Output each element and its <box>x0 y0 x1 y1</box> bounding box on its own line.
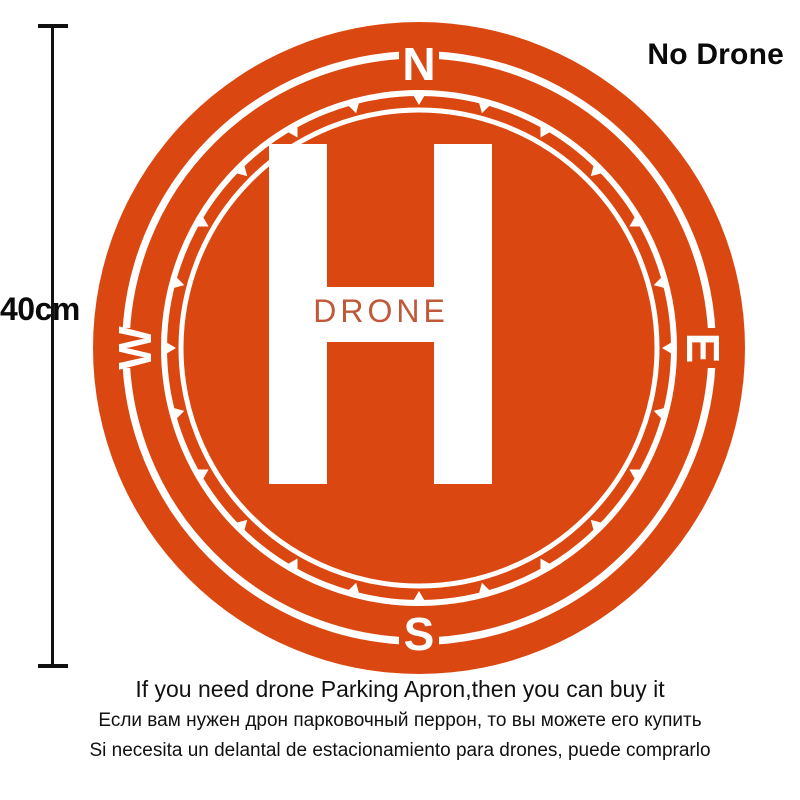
compass-label-south: S <box>404 608 435 660</box>
ring-tick-marker <box>653 275 668 289</box>
dimension-label: 40cm <box>0 291 80 327</box>
ring-tick-marker <box>346 582 360 597</box>
ring-tick-marker <box>233 162 248 177</box>
caption-russian: Если вам нужен дрон парковочный перрон, … <box>98 710 702 731</box>
ring-tick-marker <box>540 558 553 573</box>
ring-tick-marker <box>412 93 426 105</box>
inner-ring-inner-line <box>178 107 660 589</box>
landing-pad-svg: N S W E DRONE <box>93 22 745 674</box>
pad-sublabel-drone: DRONE <box>313 293 449 329</box>
ring-tick-marker <box>194 214 209 227</box>
ring-tick-marker <box>540 123 553 138</box>
caption-spanish: Si necesita un delantal de estacionamien… <box>89 740 711 761</box>
dimension-line <box>51 25 54 668</box>
compass-label-east: E <box>677 333 729 364</box>
ring-tick-marker <box>194 469 209 482</box>
ring-tick-marker <box>285 123 298 138</box>
drone-landing-pad-graphic: N S W E DRONE <box>93 22 745 674</box>
caption-block: If you need drone Parking Apron,then you… <box>0 672 800 766</box>
compass-label-north: N <box>402 38 435 90</box>
pad-disc <box>93 22 745 674</box>
ring-tick-marker <box>170 275 185 289</box>
ring-tick-marker <box>346 99 360 114</box>
ring-tick-marker <box>412 591 426 603</box>
caption-english: If you need drone Parking Apron,then you… <box>135 676 665 702</box>
ring-tick-markers <box>164 93 674 603</box>
ring-tick-marker <box>233 519 248 534</box>
ring-tick-marker <box>590 519 605 534</box>
ring-tick-marker <box>170 407 185 421</box>
ring-tick-marker <box>662 341 674 355</box>
ring-tick-marker <box>478 582 492 597</box>
ring-tick-marker <box>629 214 644 227</box>
ring-tick-marker <box>653 407 668 421</box>
ring-tick-marker <box>285 558 298 573</box>
ring-tick-marker <box>164 341 176 355</box>
ring-tick-marker <box>590 162 605 177</box>
compass-label-west: W <box>109 326 161 370</box>
helipad-h-mark <box>269 144 492 484</box>
ring-tick-marker <box>629 469 644 482</box>
dimension-cap-bottom <box>38 664 68 668</box>
outer-compass-ring <box>114 43 724 653</box>
no-drone-watermark: No Drone <box>647 38 784 71</box>
ring-tick-marker <box>478 99 492 114</box>
